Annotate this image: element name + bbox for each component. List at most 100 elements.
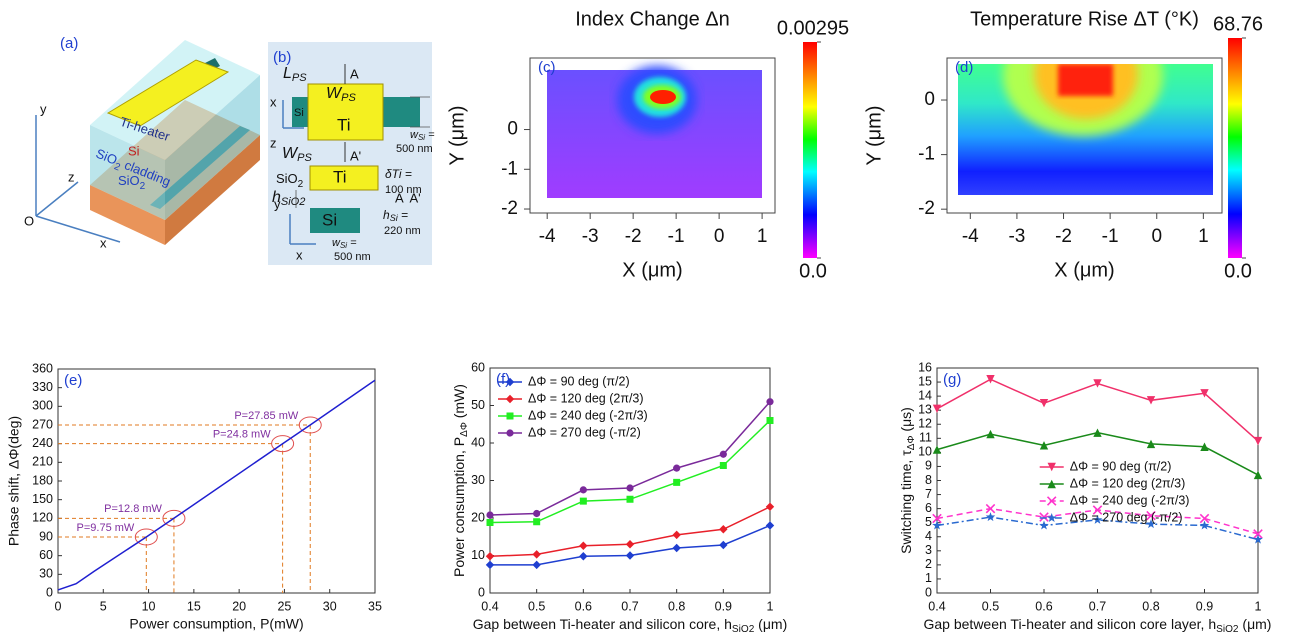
x-tick-label: 0 <box>55 599 62 613</box>
marker <box>1146 439 1156 449</box>
w-si-sub: Si <box>418 133 425 142</box>
y-tick-label: 12 <box>918 417 932 431</box>
ti-top <box>307 83 384 141</box>
y-tick-label: 10 <box>471 548 485 562</box>
colorbar-label: 0.0 <box>1224 260 1252 282</box>
x-tick-label: 0.4 <box>928 599 945 613</box>
h-si-sub: Si <box>390 213 399 223</box>
y-tick-label: 30 <box>39 567 53 581</box>
legend-label: ΔΦ = 240 deg (-2π/3) <box>528 408 648 422</box>
section-a-prime: A' <box>350 148 361 163</box>
chart-title: Index Change Δn <box>575 8 730 30</box>
y-axis-label: Power consumption, PΔΦ (mW) <box>451 384 470 577</box>
marker <box>1093 428 1102 437</box>
sio2-sub: 2 <box>298 179 304 190</box>
marker <box>506 412 514 420</box>
marker <box>485 560 495 570</box>
x-tick-label: 0.9 <box>1196 599 1213 613</box>
x-tick-label: 1 <box>757 226 768 247</box>
marker <box>1047 513 1057 522</box>
x-tick-label: 0 <box>714 226 725 247</box>
x-axis-label: Power consumption, P(mW) <box>129 616 303 632</box>
h-si-after: = <box>398 208 408 222</box>
panel-label: (d) <box>955 59 973 76</box>
plot-frame <box>529 57 776 214</box>
marker <box>486 511 494 519</box>
x-axis-label-main: Gap between Ti-heater and silicon core, … <box>473 616 732 632</box>
y-axis-label: Y (μm) <box>863 105 885 165</box>
y-tick-label: 3 <box>925 543 932 557</box>
substrate-front <box>90 185 165 245</box>
y-tick-label: 7 <box>925 487 932 501</box>
y-tick-label: 15 <box>918 374 932 388</box>
l-ps-sub: PS <box>292 72 307 84</box>
h-si-main: h <box>383 208 390 222</box>
si-label: Si <box>322 210 337 229</box>
x-tick-label: 0.7 <box>1089 599 1106 613</box>
x-tick-label: 0 <box>1151 226 1162 247</box>
x-tick-label: -1 <box>1102 226 1119 247</box>
y-tick-label: 360 <box>32 361 53 375</box>
marker <box>765 521 775 530</box>
w-si-label: wSi = <box>332 237 357 250</box>
marker <box>505 394 515 404</box>
ti-bottom <box>309 165 379 191</box>
y-tick-label: 0 <box>46 585 53 599</box>
x-axis-label-sub: SiO2 <box>732 624 755 635</box>
marker <box>579 486 587 494</box>
axis-y-label: y <box>40 101 47 116</box>
annotation: P=27.85 mW <box>234 410 299 422</box>
marker <box>1253 436 1263 446</box>
substrate-label-main: SiO <box>118 173 140 188</box>
y-tick-label: 330 <box>32 380 53 394</box>
sio2-label: SiO2 <box>276 171 304 189</box>
x-tick-label: 0.6 <box>575 599 592 613</box>
marker <box>1047 462 1056 472</box>
marker <box>625 540 635 549</box>
marker <box>932 404 942 413</box>
marker <box>932 520 942 530</box>
panel-label: (e) <box>64 372 82 389</box>
w-ps-main: W <box>282 145 299 162</box>
y-tick-label: 9 <box>925 459 932 473</box>
axis-x <box>35 215 121 243</box>
marker <box>672 543 681 553</box>
marker <box>1039 441 1049 450</box>
substrate-label-sub: 2 <box>140 181 146 192</box>
x-axis-label: X (μm) <box>622 259 682 281</box>
marker <box>532 550 541 559</box>
x-axis-label-after: (μm) <box>1239 616 1272 632</box>
x-tick-label: 10 <box>142 599 156 613</box>
marker <box>506 429 514 437</box>
marker <box>1039 512 1049 522</box>
marker <box>672 530 681 540</box>
y-tick-label: 11 <box>919 431 932 445</box>
marker <box>505 377 515 387</box>
marker <box>719 540 728 550</box>
h-sio2-label: hSiO2 <box>272 189 305 208</box>
marker <box>625 551 635 560</box>
substrate-label: SiO2 <box>118 173 146 191</box>
w-si-main: w <box>332 237 341 249</box>
cladding-label-sub: 2 <box>112 161 122 173</box>
legend-label: ΔΦ = 270 deg (-π/2) <box>528 425 641 439</box>
x-tick-label: 1 <box>767 599 774 613</box>
w-si-after: = <box>347 237 357 249</box>
marker <box>986 429 995 439</box>
marker <box>579 541 588 550</box>
y-tick-label: 0 <box>925 585 932 599</box>
marker <box>1253 534 1263 544</box>
y-tick-label: 60 <box>39 548 53 562</box>
marker <box>532 560 541 570</box>
legend-label: ΔΦ = 90 deg (π/2) <box>528 374 630 388</box>
marker <box>1146 519 1156 529</box>
panel-label: (c) <box>538 59 556 76</box>
diagram-b: (b) LPS A WPS Ti Si x z WPS A' wSi = 500… <box>268 42 435 265</box>
y-tick-label: 50 <box>471 398 485 412</box>
y-axis-label-main: Switching time, τ <box>898 450 914 554</box>
marker <box>486 519 494 526</box>
y-tick-label: 0 <box>924 89 935 110</box>
marker <box>1253 529 1263 539</box>
x-axis-label-sub: SiO2 <box>1216 624 1239 635</box>
marker <box>1200 442 1209 451</box>
